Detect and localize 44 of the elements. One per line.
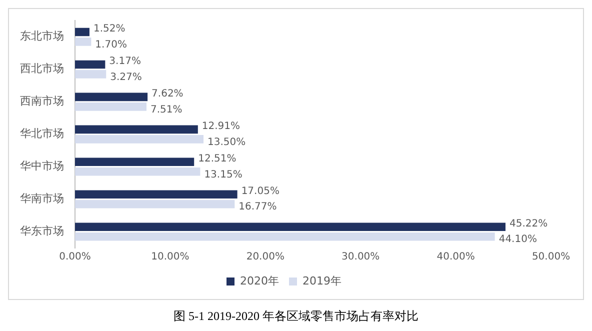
x-tick-label: 0.00% <box>59 252 91 263</box>
bar <box>75 200 235 208</box>
x-tick-label: 10.00% <box>151 252 190 263</box>
y-tick-label: 华中市场 <box>20 160 64 173</box>
data-label: 12.91% <box>202 121 240 132</box>
legend-label: 2019年 <box>302 274 342 288</box>
y-tick-label: 华北市场 <box>20 127 64 140</box>
data-label: 16.77% <box>238 202 277 213</box>
x-tick-label: 30.00% <box>342 252 380 263</box>
y-tick-label: 华南市场 <box>20 192 64 206</box>
data-label: 13.15% <box>204 169 242 180</box>
bar <box>75 102 146 111</box>
bar <box>75 70 106 78</box>
data-label: 12.51% <box>198 154 236 165</box>
bar <box>75 190 238 199</box>
bar <box>75 135 204 144</box>
x-tick-label: 40.00% <box>436 252 475 263</box>
legend-label: 2020年 <box>240 274 280 288</box>
data-label: 45.22% <box>509 218 548 230</box>
data-label: 1.52% <box>93 24 126 35</box>
data-label: 44.10% <box>498 234 537 246</box>
bar <box>75 28 90 36</box>
text: 图 5-1 2019-2020 年各区域零售市场占有率对比 <box>172 308 420 325</box>
bar <box>75 222 506 232</box>
data-label: 7.62% <box>152 88 184 100</box>
x-tick-label: 50.00% <box>532 252 570 263</box>
bar <box>75 60 106 69</box>
data-label: 3.27% <box>110 72 142 83</box>
y-tick-label: 西南市场 <box>20 94 64 108</box>
data-label: 13.50% <box>208 136 246 148</box>
bar <box>75 158 194 166</box>
data-label: 7.51% <box>150 104 182 116</box>
bar <box>75 125 198 134</box>
data-label: 3.17% <box>109 56 141 68</box>
x-tick-label: 20.00% <box>246 252 284 263</box>
data-label: 17.05% <box>241 186 280 197</box>
y-tick-label: 东北市场 <box>20 30 64 43</box>
data-label: 1.70% <box>95 39 127 50</box>
y-tick-label: 西北市场 <box>20 62 64 76</box>
y-tick-label: 华东市场 <box>20 224 64 238</box>
bar <box>75 168 200 176</box>
bar <box>75 232 495 241</box>
bar <box>75 92 148 102</box>
bar <box>75 38 92 46</box>
